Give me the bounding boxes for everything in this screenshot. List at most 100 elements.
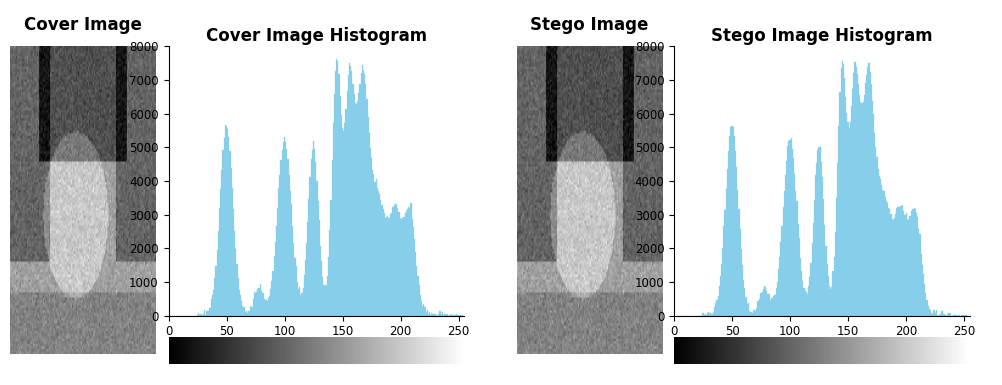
Bar	[459, 315, 460, 316]
Bar	[298, 289, 299, 316]
Bar	[336, 59, 337, 316]
Bar	[838, 126, 839, 316]
Bar	[263, 293, 264, 316]
Bar	[881, 185, 882, 316]
Bar	[714, 303, 715, 316]
Bar	[445, 314, 446, 316]
Bar	[314, 149, 315, 316]
Bar	[796, 201, 797, 316]
Bar	[347, 91, 348, 316]
Bar	[386, 218, 387, 316]
Bar	[794, 174, 795, 316]
Bar	[415, 252, 416, 316]
Bar	[394, 205, 395, 316]
Bar	[334, 94, 335, 316]
Bar	[845, 97, 846, 316]
Bar	[859, 95, 860, 316]
Bar	[765, 286, 766, 316]
Bar	[284, 137, 285, 316]
Bar	[421, 301, 422, 316]
Bar	[709, 315, 711, 316]
Bar	[715, 300, 716, 316]
Bar	[409, 208, 410, 316]
Bar	[942, 314, 943, 316]
Bar	[915, 213, 916, 316]
Bar	[914, 209, 915, 316]
Bar	[754, 311, 756, 316]
Bar	[382, 209, 384, 316]
Bar	[311, 159, 312, 316]
Bar	[215, 266, 216, 316]
Bar	[400, 218, 401, 316]
Bar	[948, 313, 949, 316]
Bar	[769, 300, 771, 316]
Bar	[802, 281, 803, 316]
Bar	[883, 191, 884, 316]
Bar	[720, 263, 721, 316]
Bar	[318, 201, 319, 316]
Bar	[303, 288, 304, 316]
Bar	[199, 315, 200, 316]
Bar	[410, 203, 411, 316]
Bar	[819, 147, 820, 316]
Bar	[256, 291, 257, 316]
Bar	[354, 94, 355, 316]
Bar	[453, 315, 454, 316]
Bar	[238, 290, 239, 316]
Bar	[730, 126, 731, 316]
Bar	[255, 293, 256, 316]
Bar	[216, 250, 217, 316]
Bar	[414, 239, 415, 316]
Bar	[381, 206, 382, 316]
Bar	[896, 208, 897, 316]
Bar	[233, 231, 235, 316]
Bar	[921, 265, 922, 316]
Bar	[244, 313, 245, 316]
Bar	[275, 242, 276, 316]
Bar	[436, 315, 437, 316]
Bar	[338, 74, 340, 316]
Bar	[704, 314, 705, 316]
Bar	[352, 84, 354, 316]
Bar	[833, 257, 834, 316]
Bar	[797, 224, 798, 316]
Bar	[713, 307, 714, 316]
Bar	[360, 74, 362, 316]
Bar	[938, 315, 940, 316]
Bar	[841, 61, 842, 316]
Bar	[810, 263, 811, 316]
Bar	[245, 311, 246, 316]
Bar	[389, 214, 391, 316]
Bar	[930, 313, 931, 316]
Bar	[326, 285, 327, 316]
Bar	[750, 311, 752, 316]
Bar	[911, 211, 912, 316]
Bar	[269, 296, 270, 316]
Bar	[791, 149, 793, 316]
Bar	[240, 301, 241, 316]
Bar	[333, 122, 334, 316]
Bar	[231, 188, 232, 316]
Bar	[749, 312, 750, 316]
Bar	[299, 288, 300, 316]
Bar	[855, 67, 856, 316]
Bar	[357, 101, 358, 316]
Bar	[731, 127, 733, 316]
Bar	[815, 175, 816, 316]
Bar	[758, 301, 759, 316]
Bar	[882, 190, 883, 316]
Bar	[955, 315, 956, 316]
Bar	[852, 89, 853, 316]
Bar	[729, 127, 730, 316]
Bar	[913, 208, 914, 316]
Bar	[350, 66, 351, 316]
Bar	[208, 308, 209, 316]
Bar	[225, 126, 226, 316]
Bar	[860, 102, 861, 316]
Bar	[724, 189, 726, 316]
Bar	[454, 315, 455, 316]
Bar	[401, 219, 402, 316]
Bar	[870, 84, 871, 316]
Bar	[458, 315, 459, 316]
Bar	[213, 290, 214, 316]
